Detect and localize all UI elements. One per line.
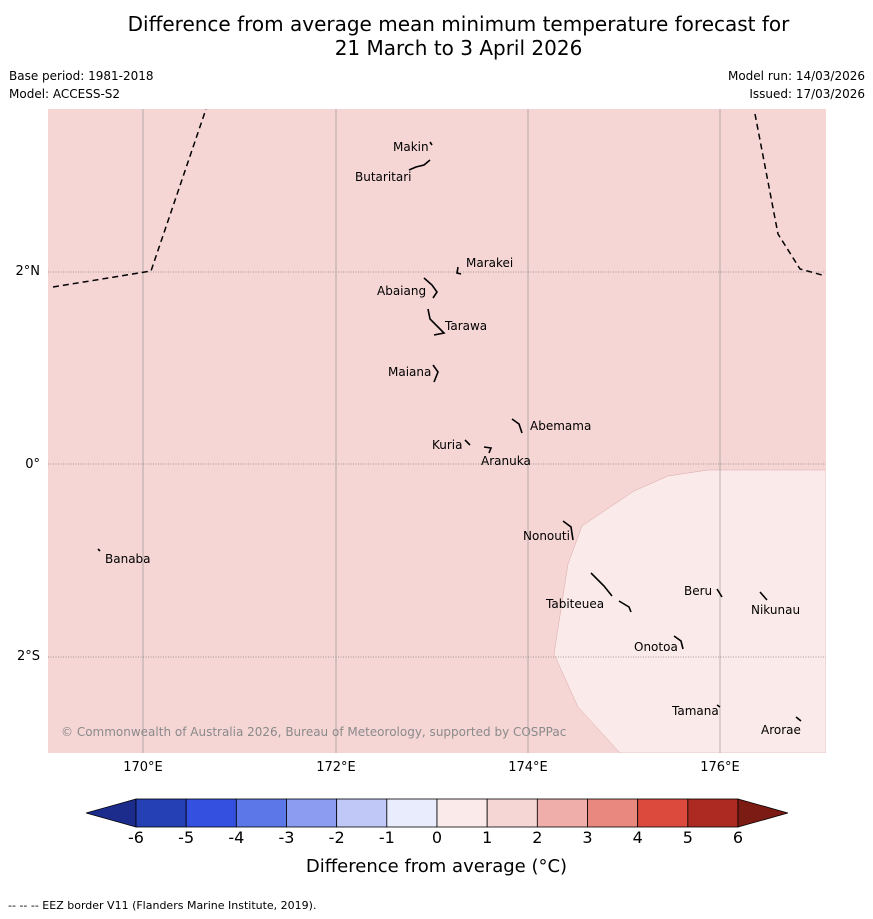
island-label-banaba: Banaba <box>105 552 151 566</box>
lat-label-0: 0° <box>25 457 40 472</box>
island-label-tamana: Tamana <box>671 704 719 718</box>
colorbar-segment <box>235 798 287 828</box>
lon-label-170e: 170°E <box>123 760 163 775</box>
island-shape-abaiang <box>423 277 438 299</box>
island-shape-tabiteuea-north <box>590 572 613 597</box>
island-label-nonouti: Nonouti <box>523 529 570 543</box>
island-shape-beru <box>716 588 723 598</box>
colorbar-segment <box>637 798 689 828</box>
colorbar-segment <box>135 798 187 828</box>
island-label-aranuka: Aranuka <box>481 454 531 468</box>
island-label-abaiang: Abaiang <box>377 284 426 298</box>
colorbar-segment <box>185 798 237 828</box>
anomaly-region-0-1 <box>553 469 826 753</box>
island-label-beru: Beru <box>684 584 712 598</box>
base-period: Base period: 1981-2018 <box>9 69 154 83</box>
model-name: Model: ACCESS-S2 <box>9 87 121 101</box>
colorbar-segment <box>336 798 388 828</box>
island-shape-tamana <box>716 704 721 708</box>
colorbar-segment <box>587 798 639 828</box>
colorbar-tick-label: -2 <box>328 828 345 847</box>
island-shape-marakei <box>456 266 462 275</box>
map-svg: Makin Butaritari Marakei Abaiang Tarawa … <box>48 109 826 753</box>
eez-border <box>52 109 823 288</box>
eez-border-east <box>754 113 823 276</box>
island-shape-aranuka <box>483 446 493 454</box>
island-label-kuria: Kuria <box>432 438 463 452</box>
island-shape-makin <box>429 141 433 146</box>
island-shape-nikunau <box>759 591 768 601</box>
colorbar-tick-label: 3 <box>582 828 593 847</box>
colorbar-tick-label: 6 <box>732 828 744 847</box>
colorbar-tick-label: 4 <box>632 828 643 847</box>
forecast-map[interactable]: Makin Butaritari Marakei Abaiang Tarawa … <box>48 109 826 753</box>
colorbar-tick-label: -4 <box>228 828 245 847</box>
colorbar-tick-label: -3 <box>278 828 295 847</box>
island-shape-maiana <box>432 364 439 383</box>
island-label-abemama: Abemama <box>530 419 591 433</box>
colorbar-label: Difference from average (°C) <box>305 856 568 877</box>
colorbar-segment <box>687 798 739 828</box>
island-shape-onotoa <box>673 635 684 650</box>
island-label-butaritari: Butaritari <box>355 170 412 184</box>
colorbar-segment <box>536 798 588 828</box>
parallels <box>48 271 826 658</box>
issued-date: Issued: 17/03/2026 <box>749 87 865 101</box>
eez-border-west <box>52 109 207 288</box>
island-label-marakei: Marakei <box>466 256 513 270</box>
island-label-nikunau: Nikunau <box>751 603 800 617</box>
colorbar-extend-low <box>86 798 137 828</box>
colorbar-segment <box>386 798 438 828</box>
colorbar <box>86 798 788 828</box>
island-label-arorae: Arorae <box>761 723 801 737</box>
colorbar-segment <box>436 798 488 828</box>
island-shape-arorae <box>795 716 802 722</box>
island-label-onotoa: Onotoa <box>634 640 678 654</box>
lon-label-176e: 176°E <box>700 760 740 775</box>
island-label-maiana: Maiana <box>388 365 431 379</box>
island-shape-kuria <box>464 439 471 446</box>
copyright-notice: © Commonwealth of Australia 2026, Bureau… <box>61 725 566 739</box>
eez-footnote: -- -- -- EEZ border V11 (Flanders Marine… <box>8 899 317 912</box>
island-shape-tabiteuea-south <box>618 600 632 613</box>
colorbar-tick-label: -1 <box>378 828 395 847</box>
lat-label-2n: 2°N <box>15 264 41 279</box>
islands <box>97 141 802 722</box>
lat-label-2s: 2°S <box>16 649 40 664</box>
island-shape-butaritari <box>408 159 431 171</box>
colorbar-tick-label: -6 <box>128 828 144 847</box>
map-title: Difference from average mean minimum tem… <box>0 12 873 60</box>
island-label-makin: Makin <box>393 140 429 154</box>
colorbar-tick-label: 1 <box>482 828 493 847</box>
lon-label-174e: 174°E <box>508 760 548 775</box>
colorbar-segment <box>486 798 538 828</box>
meta-left: Base period: 1981-2018 Model: ACCESS-S2 <box>9 67 154 103</box>
colorbar-tick-label: 0 <box>431 828 443 847</box>
colorbar-segment <box>286 798 338 828</box>
island-shape-nonouti <box>562 520 574 541</box>
island-shape-banaba <box>97 548 101 552</box>
meridians <box>142 109 721 753</box>
island-label-tabiteuea: Tabiteuea <box>545 597 604 611</box>
colorbar-extend-high <box>737 798 788 828</box>
model-run: Model run: 14/03/2026 <box>727 69 865 83</box>
colorbar-tick-label: 5 <box>682 828 693 847</box>
colorbar-tick-label: -5 <box>178 828 195 847</box>
title-line-1: Difference from average mean minimum tem… <box>127 12 790 36</box>
island-label-tarawa: Tarawa <box>444 319 487 333</box>
title-line-2: 21 March to 3 April 2026 <box>334 36 583 60</box>
lon-label-172e: 172°E <box>316 760 356 775</box>
island-shape-tarawa <box>427 308 446 336</box>
colorbar-tick-label: 2 <box>532 828 543 847</box>
meta-right: Model run: 14/03/2026 Issued: 17/03/2026 <box>728 67 865 103</box>
island-shape-abemama <box>511 418 523 434</box>
colorbar-segments <box>86 798 788 828</box>
